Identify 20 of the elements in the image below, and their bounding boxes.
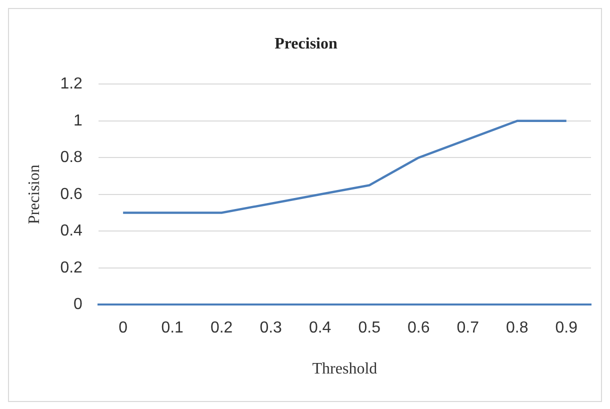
- y-tick-label: 1: [74, 112, 83, 130]
- x-tick-label: 0: [118, 320, 128, 337]
- x-tick-label: 0.7: [456, 320, 480, 337]
- y-tick-label: 0.8: [60, 149, 83, 166]
- x-tick-label: 0.2: [210, 320, 233, 337]
- y-tick-label: 0.6: [60, 186, 83, 203]
- y-tick-label: 1.2: [60, 76, 83, 93]
- y-axis-title: Precision: [26, 164, 43, 224]
- x-tick-label: 0.3: [260, 320, 282, 337]
- y-tick-label: 0.4: [60, 222, 83, 240]
- x-tick-label: 0.9: [555, 320, 578, 337]
- y-tick-label: 0.2: [60, 259, 83, 276]
- chart-title: Precision: [274, 36, 338, 53]
- x-tick-label: 0.1: [161, 320, 184, 337]
- x-axis-title: Threshold: [312, 360, 378, 378]
- y-tick-label: 0: [74, 296, 83, 314]
- x-tick-label: 0.5: [358, 320, 381, 337]
- x-tick-label: 0.8: [506, 320, 528, 337]
- x-tick-label: 0.4: [308, 320, 332, 337]
- x-tick-label: 0.6: [407, 320, 430, 337]
